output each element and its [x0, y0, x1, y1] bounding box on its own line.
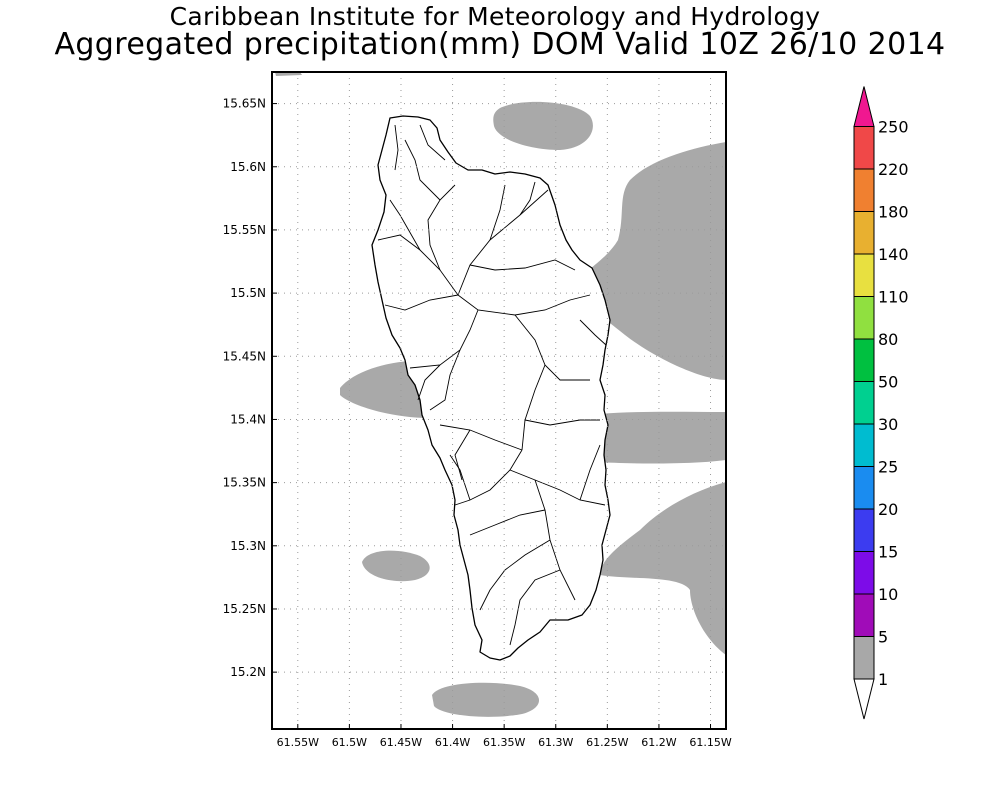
lat-tick-label: 15.3N: [230, 539, 266, 553]
river: [429, 349, 461, 411]
colorbar-segment: [853, 168, 875, 212]
longitude-axis: 61.55W 61.5W 61.45W 61.4W 61.35W 61.3W 61.25W 6…: [277, 724, 732, 749]
river: [469, 509, 546, 536]
lat-tick-label: 15.2N: [230, 665, 266, 679]
river: [449, 454, 471, 501]
river: [454, 429, 471, 481]
river: [404, 139, 441, 201]
gridlines: [272, 72, 726, 729]
lat-tick-label: 15.55N: [223, 223, 266, 237]
river: [509, 569, 561, 646]
colorbar-label: 140: [878, 245, 909, 264]
river: [509, 469, 606, 506]
river: [524, 419, 600, 426]
lon-tick-label: 61.15W: [689, 736, 731, 749]
colorbar-label: 15: [878, 543, 898, 562]
colorbar-segment: [853, 126, 875, 170]
river: [417, 364, 441, 401]
title-institute: Caribbean Institute for Meteorology and …: [169, 2, 821, 31]
colorbar-label: 220: [878, 160, 909, 179]
precip-area: [432, 682, 540, 717]
plot-frame: [271, 71, 727, 730]
latitude-axis: 15.2N 15.25N 15.3N 15.35N 15.4N 15.45N 15.5N 15…: [223, 97, 277, 679]
colorbar-label: 80: [878, 330, 898, 349]
colorbar-label: 1: [878, 670, 888, 689]
colorbar-segment: [853, 338, 875, 382]
precip-area: [362, 550, 430, 582]
river: [521, 364, 546, 451]
river: [384, 294, 459, 311]
colorbar-upper-arrow: [853, 86, 875, 127]
colorbar-segment: [853, 466, 875, 510]
river: [489, 184, 506, 241]
river: [579, 444, 601, 501]
lat-tick-label: 15.6N: [230, 160, 266, 174]
colorbar-label: 25: [878, 458, 898, 477]
lat-tick-label: 15.65N: [223, 97, 266, 111]
colorbar-segment: [853, 423, 875, 467]
lat-tick-label: 15.45N: [223, 349, 266, 363]
river: [479, 539, 551, 611]
lat-tick-label: 15.35N: [223, 476, 266, 490]
river: [419, 124, 446, 161]
lat-tick-label: 15.4N: [230, 412, 266, 426]
river: [394, 124, 399, 171]
river: [389, 199, 421, 251]
colorbar-segment: [853, 211, 875, 255]
colorbar-segment: [853, 296, 875, 340]
colorbar-segment: [853, 381, 875, 425]
precip-area: [493, 101, 593, 150]
colorbar-label: 50: [878, 373, 898, 392]
colorbar-segment: [853, 508, 875, 552]
colorbar-label: 30: [878, 415, 898, 434]
river: [454, 449, 523, 506]
colorbar-segment: [853, 636, 875, 680]
lon-tick-label: 61.4W: [435, 736, 470, 749]
lon-tick-label: 61.2W: [641, 736, 676, 749]
lon-tick-label: 61.35W: [483, 736, 525, 749]
river: [457, 294, 591, 316]
lon-tick-label: 61.5W: [332, 736, 367, 749]
river: [427, 184, 456, 271]
colorbar-label: 110: [878, 288, 909, 307]
dominica-coastline: [371, 115, 611, 661]
lon-tick-label: 61.55W: [277, 736, 319, 749]
colorbar-lower-arrow: [853, 678, 875, 720]
precip-area: [600, 482, 726, 655]
river: [519, 181, 536, 216]
lon-tick-label: 61.3W: [538, 736, 573, 749]
island-dominica: [371, 115, 611, 661]
colorbar-label: 20: [878, 500, 898, 519]
colorbar-label: 5: [878, 628, 888, 647]
colorbar-segment: [853, 593, 875, 637]
lon-tick-label: 61.45W: [380, 736, 422, 749]
river: [439, 424, 523, 451]
lat-tick-label: 15.25N: [223, 602, 266, 616]
colorbar-label: 250: [878, 118, 909, 137]
lat-tick-label: 15.5N: [230, 286, 266, 300]
river: [469, 259, 576, 271]
lon-tick-label: 61.25W: [586, 736, 628, 749]
colorbar-segment: [853, 551, 875, 595]
title-product: Aggregated precipitation(mm) DOM Valid 1…: [54, 27, 946, 62]
colorbar-segment: [853, 253, 875, 297]
colorbar-label: 180: [878, 203, 909, 222]
colorbar-label: 10: [878, 585, 898, 604]
river-network: [377, 124, 607, 646]
river: [579, 319, 607, 346]
